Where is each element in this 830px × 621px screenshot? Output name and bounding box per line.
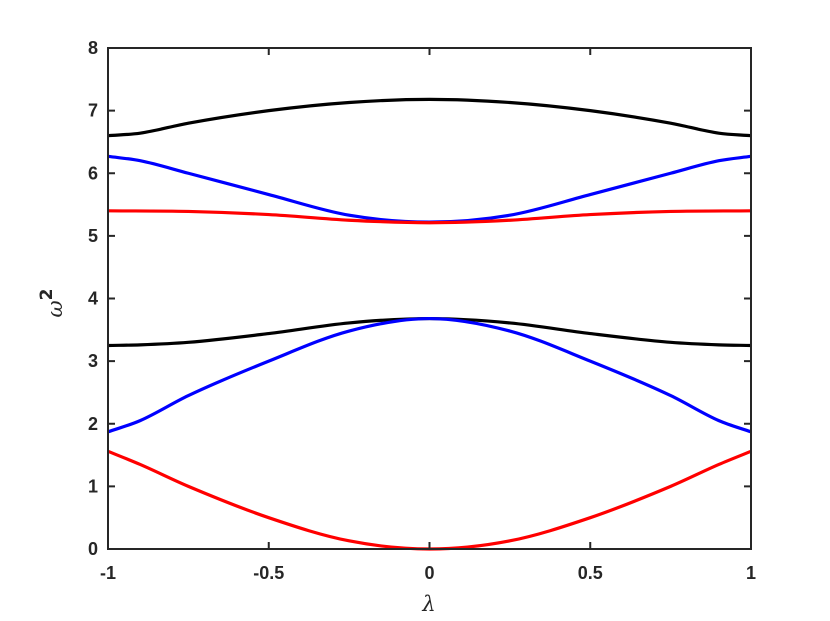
y-axis-label: ω — [43, 300, 67, 317]
y-tick-label: 4 — [88, 289, 98, 309]
y-tick-label: 2 — [88, 414, 98, 434]
x-axis-label: λ — [421, 592, 435, 616]
series-line-5 — [107, 316, 752, 434]
y-axis-label-superscript: 2 — [37, 289, 57, 301]
x-tick-label: 1 — [746, 563, 756, 583]
series-line-6 — [107, 449, 752, 551]
y-axis-label-wrapper: ω2 — [37, 289, 67, 318]
x-tick-label: 0 — [424, 563, 434, 583]
ticks-layer: -1 -0.5 0 0.5 1 0 1 2 3 4 5 6 7 8 — [88, 38, 756, 583]
series-line-4 — [107, 316, 752, 348]
y-axis-label-group: ω2 — [37, 289, 67, 318]
series-layer — [107, 97, 752, 551]
y-tick-label: 5 — [88, 226, 98, 246]
y-tick-label: 3 — [88, 351, 98, 371]
y-tick-label: 1 — [88, 476, 98, 496]
x-tick-label: 0.5 — [578, 563, 603, 583]
y-tick-label: 7 — [88, 101, 98, 121]
y-tick-label: 8 — [88, 38, 98, 58]
x-tick-label: -1 — [100, 563, 116, 583]
x-tick-label: -0.5 — [253, 563, 284, 583]
y-tick-label: 6 — [88, 163, 98, 183]
y-tick-label: 0 — [88, 539, 98, 559]
series-line-1 — [107, 97, 752, 138]
plot-area-frame — [107, 47, 752, 550]
series-line-3 — [107, 209, 752, 225]
